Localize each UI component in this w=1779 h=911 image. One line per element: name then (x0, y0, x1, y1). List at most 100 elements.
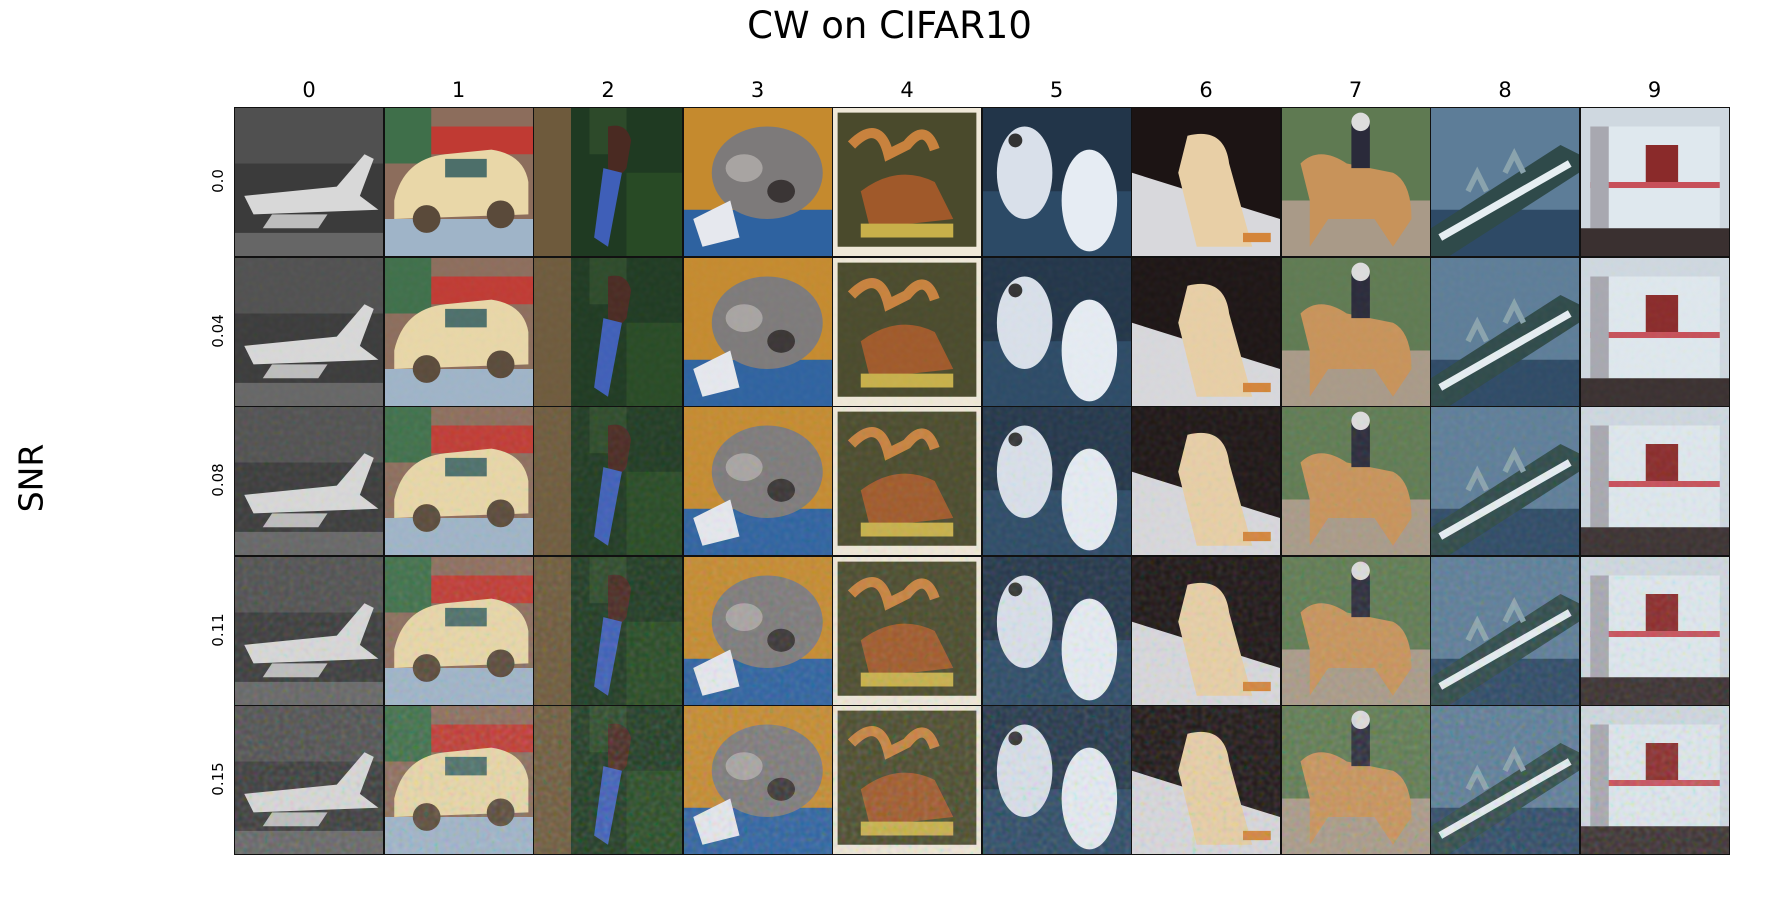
image-cell-0-row-2 (234, 406, 384, 556)
frog-image (1132, 556, 1280, 705)
bird-image (534, 257, 682, 406)
car-image (384, 556, 533, 705)
image-cell-2-row-1 (533, 256, 683, 407)
row-label-0: 0.0 (209, 169, 227, 193)
ship-image (1431, 108, 1579, 256)
cat-image (683, 257, 832, 406)
image-cell-6-row-3 (1131, 555, 1281, 706)
image-cell-1-row-4 (383, 705, 534, 855)
image-cell-7-row-0 (1280, 107, 1431, 257)
airplane-image (235, 407, 383, 555)
truck-image (1580, 257, 1729, 406)
column-label-8: 8 (1498, 78, 1512, 102)
car-image (384, 706, 533, 854)
dog-image (982, 108, 1131, 256)
column-label-0: 0 (302, 78, 316, 102)
image-cell-0-row-3 (234, 555, 384, 706)
column-label-3: 3 (750, 78, 765, 102)
image-cell-0-row-1 (234, 256, 384, 407)
column-label-1: 1 (451, 78, 466, 102)
row-label-3: 0.11 (209, 612, 227, 647)
frog-image (1132, 257, 1280, 406)
image-cell-8-row-4 (1430, 705, 1580, 855)
image-cell-2-row-2 (533, 406, 683, 556)
column-label-5: 5 (1049, 78, 1064, 102)
cat-image (683, 556, 832, 705)
airplane-image (235, 108, 383, 256)
row-label-1: 0.04 (209, 313, 227, 348)
airplane-image (235, 257, 383, 406)
image-cell-5-row-4 (981, 705, 1132, 855)
row-label-4: 0.15 (209, 762, 227, 796)
image-cell-6-row-2 (1131, 406, 1281, 556)
horse-image (1281, 407, 1430, 555)
image-cell-3-row-4 (682, 705, 833, 855)
column-label-6: 6 (1199, 78, 1213, 102)
image-cell-9-row-0 (1579, 107, 1730, 257)
truck-image (1580, 108, 1729, 256)
ship-image (1431, 706, 1579, 854)
cat-image (683, 706, 832, 854)
truck-image (1580, 706, 1729, 854)
dog-image (982, 556, 1131, 705)
horse-image (1281, 706, 1430, 854)
image-cell-7-row-1 (1280, 256, 1431, 407)
image-cell-1-row-0 (383, 107, 534, 257)
image-cell-4-row-4 (832, 705, 982, 855)
deer-image (833, 556, 981, 705)
image-cell-5-row-1 (981, 256, 1132, 407)
image-cell-6-row-1 (1131, 256, 1281, 407)
bird-image (534, 407, 682, 555)
bird-image (534, 556, 682, 705)
dog-image (982, 407, 1131, 555)
image-cell-5-row-0 (981, 107, 1132, 257)
truck-image (1580, 556, 1729, 705)
column-label-4: 4 (900, 78, 914, 102)
frog-image (1132, 108, 1280, 256)
figure-title: CW on CIFAR10 (747, 4, 1032, 47)
horse-image (1281, 257, 1430, 406)
deer-image (833, 108, 981, 256)
image-cell-9-row-2 (1579, 406, 1730, 556)
image-cell-3-row-2 (682, 406, 833, 556)
image-cell-9-row-3 (1579, 555, 1730, 706)
image-cell-0-row-0 (234, 107, 384, 257)
horse-image (1281, 556, 1430, 705)
frog-image (1132, 706, 1280, 854)
cat-image (683, 407, 832, 555)
y-axis-label: SNR (11, 443, 51, 513)
image-cell-3-row-1 (682, 256, 833, 407)
ship-image (1431, 556, 1579, 705)
image-cell-2-row-4 (533, 705, 683, 855)
column-label-2: 2 (601, 78, 615, 102)
dog-image (982, 706, 1131, 854)
car-image (384, 257, 533, 406)
image-cell-8-row-3 (1430, 555, 1580, 706)
deer-image (833, 257, 981, 406)
truck-image (1580, 407, 1729, 555)
column-label-7: 7 (1348, 78, 1363, 102)
frog-image (1132, 407, 1280, 555)
image-cell-7-row-4 (1280, 705, 1431, 855)
airplane-image (235, 556, 383, 705)
image-cell-4-row-1 (832, 256, 982, 407)
image-cell-3-row-0 (682, 107, 833, 257)
image-cell-7-row-2 (1280, 406, 1431, 556)
airplane-image (235, 706, 383, 854)
ship-image (1431, 407, 1579, 555)
image-cell-4-row-3 (832, 555, 982, 706)
column-label-9: 9 (1647, 78, 1662, 102)
image-cell-5-row-3 (981, 555, 1132, 706)
image-cell-1-row-2 (383, 406, 534, 556)
image-cell-9-row-4 (1579, 705, 1730, 855)
image-cell-2-row-3 (533, 555, 683, 706)
image-cell-6-row-4 (1131, 705, 1281, 855)
row-label-2: 0.08 (209, 463, 227, 497)
image-cell-3-row-3 (682, 555, 833, 706)
image-cell-0-row-4 (234, 705, 384, 855)
car-image (384, 407, 533, 555)
image-cell-5-row-2 (981, 406, 1132, 556)
cat-image (683, 108, 832, 256)
bird-image (534, 706, 682, 854)
image-cell-8-row-0 (1430, 107, 1580, 257)
